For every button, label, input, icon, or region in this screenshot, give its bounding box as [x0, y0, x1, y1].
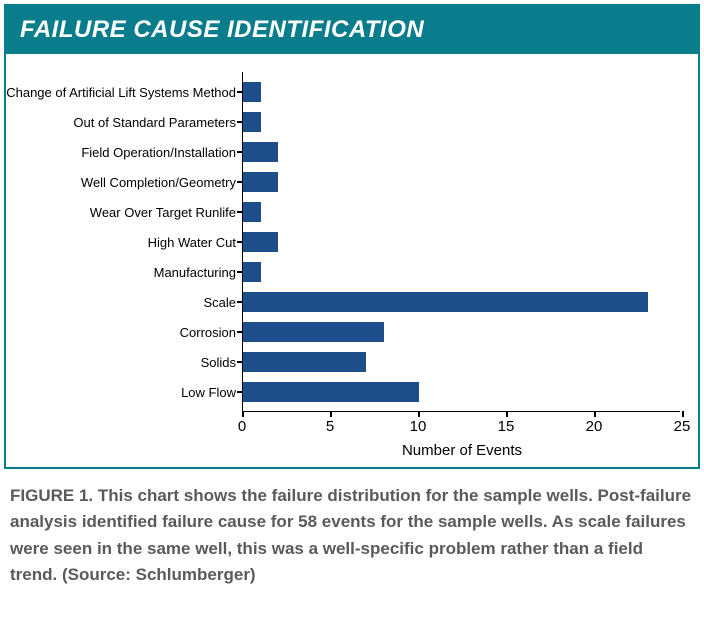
figure-container: FAILURE CAUSE IDENTIFICATION Change of A…: [4, 4, 700, 469]
y-axis-category-label: Solids: [16, 347, 236, 377]
y-axis-category-label: Corrosion: [16, 317, 236, 347]
chart-header: FAILURE CAUSE IDENTIFICATION: [6, 6, 698, 54]
y-axis-category-label: High Water Cut: [16, 227, 236, 257]
chart-area: Change of Artificial Lift Systems Method…: [6, 54, 698, 467]
data-bar: [243, 322, 384, 342]
x-axis-spacer: [16, 412, 242, 438]
data-bar: [243, 142, 278, 162]
x-axis-tick-label: 5: [326, 418, 334, 435]
data-bar: [243, 172, 278, 192]
y-axis-labels: Change of Artificial Lift Systems Method…: [16, 72, 242, 412]
data-bar: [243, 352, 366, 372]
plot-row: Change of Artificial Lift Systems Method…: [16, 72, 680, 412]
x-title-spacer: [16, 438, 242, 459]
x-axis-tick-label: 25: [674, 418, 691, 435]
x-axis-tick-label: 15: [498, 418, 515, 435]
data-bar: [243, 232, 278, 252]
y-axis-category-label: Low Flow: [16, 377, 236, 407]
data-bar: [243, 112, 261, 132]
y-axis-category-label: Change of Artificial Lift Systems Method: [16, 77, 236, 107]
y-axis-category-label: Out of Standard Parameters: [16, 107, 236, 137]
x-axis-tick-label: 0: [238, 418, 246, 435]
y-axis-category-label: Field Operation/Installation: [16, 137, 236, 167]
x-axis-tick-label: 10: [410, 418, 427, 435]
x-axis-tick-label: 20: [586, 418, 603, 435]
data-bar: [243, 202, 261, 222]
data-bar: [243, 292, 648, 312]
y-axis-category-label: Wear Over Target Runlife: [16, 197, 236, 227]
x-axis-tick: [682, 411, 684, 417]
data-bar: [243, 262, 261, 282]
x-axis-labels: 0510152025: [242, 412, 682, 438]
y-axis-category-label: Well Completion/Geometry: [16, 167, 236, 197]
chart-title: FAILURE CAUSE IDENTIFICATION: [20, 16, 424, 43]
figure-caption: FIGURE 1. This chart shows the failure d…: [4, 469, 700, 594]
data-bar: [243, 82, 261, 102]
plot-box: [242, 72, 680, 412]
x-axis-title: Number of Events: [242, 438, 682, 459]
x-axis-row: 0510152025: [16, 412, 680, 438]
y-axis-category-label: Scale: [16, 287, 236, 317]
data-bar: [243, 382, 419, 402]
y-axis-category-label: Manufacturing: [16, 257, 236, 287]
x-title-row: Number of Events: [16, 438, 680, 459]
